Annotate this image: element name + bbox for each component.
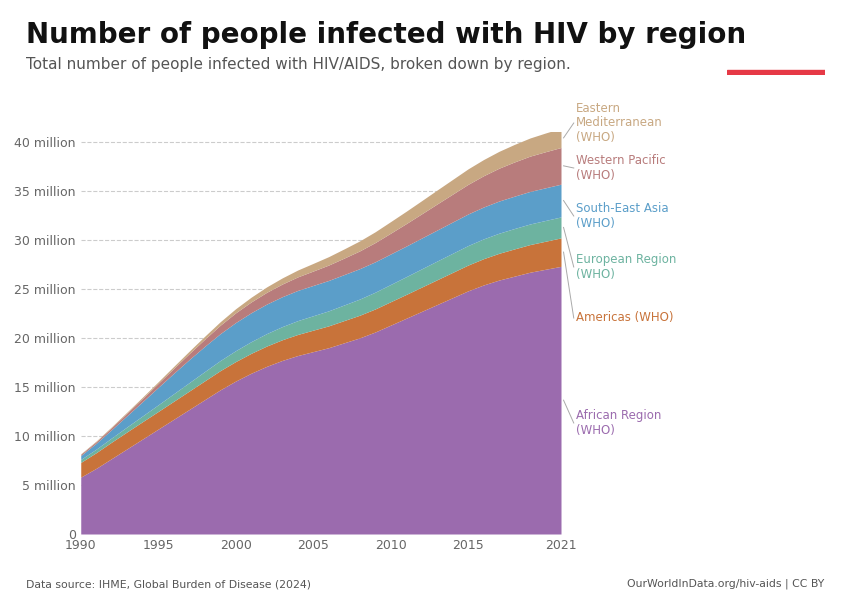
Text: OurWorldInData.org/hiv-aids | CC BY: OurWorldInData.org/hiv-aids | CC BY: [627, 578, 824, 589]
Text: Total number of people infected with HIV/AIDS, broken down by region.: Total number of people infected with HIV…: [26, 57, 570, 72]
Text: South-East Asia
(WHO): South-East Asia (WHO): [576, 202, 669, 230]
Text: Western Pacific
(WHO): Western Pacific (WHO): [576, 154, 666, 182]
Text: African Region
(WHO): African Region (WHO): [576, 409, 661, 437]
Text: Data source: IHME, Global Burden of Disease (2024): Data source: IHME, Global Burden of Dise…: [26, 579, 310, 589]
Text: Eastern
Mediterranean
(WHO): Eastern Mediterranean (WHO): [576, 101, 663, 145]
Text: Americas (WHO): Americas (WHO): [576, 311, 674, 325]
Text: Our World
in Data: Our World in Data: [746, 32, 805, 54]
Bar: [727, 70, 824, 75]
Text: Number of people infected with HIV by region: Number of people infected with HIV by re…: [26, 21, 745, 49]
Text: European Region
(WHO): European Region (WHO): [576, 253, 677, 281]
